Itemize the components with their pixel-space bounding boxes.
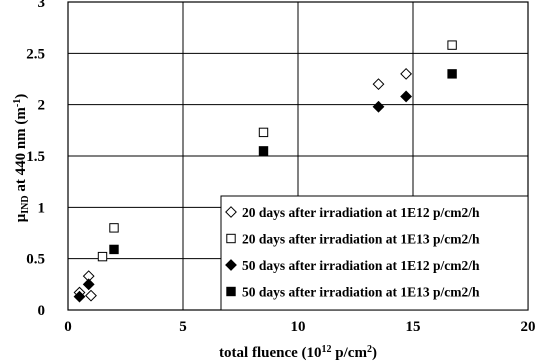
legend-label-2: 20 days after irradiation at 1E13 p/cm2/… [242, 232, 480, 247]
data-point-series-1 [400, 67, 413, 80]
tick-labels: 0 5 10 15 20 0 0.5 1 1.5 2 2.5 3 [26, 0, 535, 335]
legend-label-1: 20 days after irradiation at 1E12 p/cm2/… [242, 205, 480, 220]
x-tick-label: 5 [179, 319, 187, 335]
data-point-series-2 [109, 223, 119, 233]
data-point-series-3 [400, 90, 413, 103]
data-point-series-2 [258, 127, 269, 138]
legend-label-3: 50 days after irradiation at 1E12 p/cm2/… [242, 258, 480, 273]
y-tick-label: 3 [38, 0, 46, 11]
x-tick-label: 20 [521, 319, 536, 335]
y-tick-label: 1 [38, 200, 46, 216]
legend-marker-2 [226, 233, 236, 244]
legend-marker-1 [225, 206, 237, 218]
y-tick-label: 1.5 [26, 149, 45, 165]
legend-box [220, 195, 529, 311]
legend-label-4: 50 days after irradiation at 1E13 p/cm2/… [242, 285, 480, 300]
data-point-series-3 [372, 100, 385, 113]
legend: 20 days after irradiation at 1E12 p/cm2/… [220, 195, 529, 311]
x-tick-label: 10 [291, 319, 306, 335]
data-points [73, 40, 457, 303]
legend-marker-3 [225, 259, 237, 271]
data-point-series-4 [447, 69, 457, 79]
y-tick-label: 2 [38, 98, 46, 114]
y-tick-label: 0.5 [26, 252, 45, 268]
legend-marker-4 [226, 286, 236, 297]
data-point-series-2 [97, 251, 108, 262]
y-tick-label: 0 [38, 303, 46, 319]
data-point-series-3 [73, 290, 86, 303]
y-axis-title: μIND at 440 nm (m-1) [12, 94, 32, 223]
y-tick-label: 2.5 [26, 46, 45, 62]
data-point-series-2 [447, 40, 457, 50]
x-tick-label: 15 [406, 319, 421, 335]
data-point-series-4 [258, 146, 269, 156]
data-point-series-4 [109, 244, 119, 255]
data-point-series-3 [82, 278, 95, 291]
data-point-series-1 [372, 78, 385, 91]
data-point-series-1 [85, 289, 97, 302]
x-axis-title: total fluence (1012 p/cm2) [219, 344, 377, 362]
x-tick-label: 0 [64, 319, 72, 335]
